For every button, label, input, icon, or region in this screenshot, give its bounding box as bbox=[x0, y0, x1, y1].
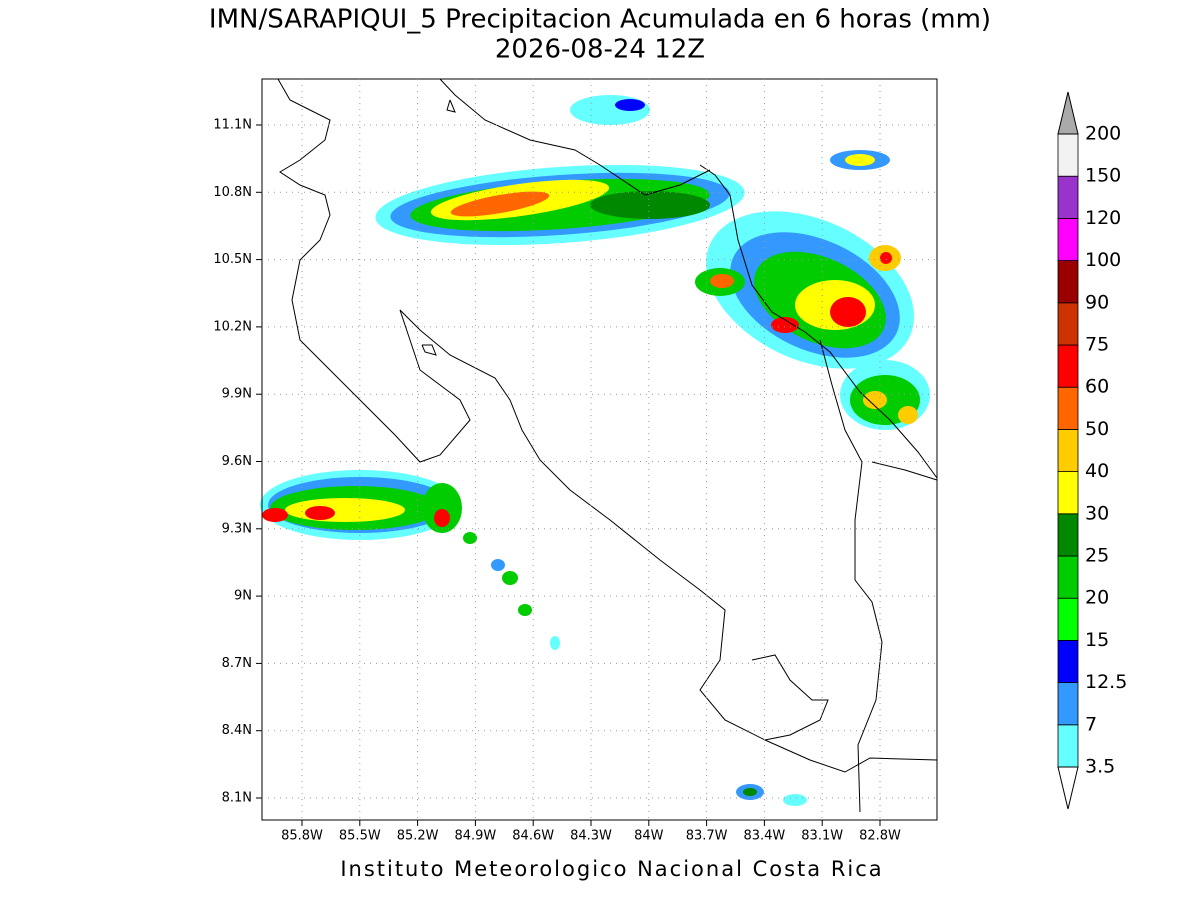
lat-tick-label: 8.4N bbox=[222, 723, 252, 738]
colorbar-band bbox=[1057, 597, 1079, 641]
colorbar-band bbox=[1057, 513, 1079, 557]
lon-tick-label: 83.4W bbox=[743, 829, 785, 844]
colorbar-band bbox=[1057, 217, 1079, 261]
lat-tick-label: 10.2N bbox=[213, 319, 252, 334]
colorbar-band bbox=[1057, 555, 1079, 599]
colorbar-band bbox=[1057, 260, 1079, 304]
lon-tick-label: 85.8W bbox=[281, 829, 323, 844]
colorbar-band bbox=[1057, 302, 1079, 346]
colorbar-band bbox=[1057, 428, 1079, 472]
lat-tick-label: 8.1N bbox=[222, 791, 252, 806]
colorbar-label: 75 bbox=[1085, 334, 1109, 356]
colorbar-band bbox=[1057, 175, 1079, 219]
colorbar-label: 50 bbox=[1085, 418, 1109, 440]
lon-tick-label: 84W bbox=[634, 829, 664, 844]
colorbar-band bbox=[1057, 724, 1079, 768]
lat-tick-label: 9.9N bbox=[222, 387, 252, 402]
title: IMN/SARAPIQUI_5 Precipitacion Acumulada … bbox=[209, 5, 991, 35]
colorbar-under bbox=[1057, 766, 1079, 810]
lon-tick-label: 83.1W bbox=[801, 829, 843, 844]
colorbar-label: 120 bbox=[1085, 207, 1121, 229]
lat-tick-label: 9.3N bbox=[222, 521, 252, 536]
colorbar-label: 100 bbox=[1085, 249, 1121, 271]
lat-tick-label: 9N bbox=[234, 589, 252, 604]
colorbar-label: 40 bbox=[1085, 460, 1109, 482]
lat-tick-label: 8.7N bbox=[222, 656, 252, 671]
lat-tick-label: 11.1N bbox=[213, 118, 252, 133]
lon-tick-label: 85.2W bbox=[397, 829, 439, 844]
colorbar-label: 90 bbox=[1085, 291, 1109, 313]
lon-tick-label: 83.7W bbox=[686, 829, 728, 844]
lon-tick-label: 84.3W bbox=[570, 829, 612, 844]
colorbar-label: 30 bbox=[1085, 502, 1109, 524]
footer: Instituto Meteorologico Nacional Costa R… bbox=[340, 857, 883, 881]
colorbar-label: 150 bbox=[1085, 165, 1121, 187]
map-frame bbox=[261, 78, 938, 821]
colorbar-label: 12.5 bbox=[1085, 671, 1127, 693]
lat-tick-label: 10.5N bbox=[213, 252, 252, 267]
colorbar-label: 200 bbox=[1085, 123, 1121, 145]
colorbar-over bbox=[1057, 91, 1079, 135]
colorbar-band bbox=[1057, 471, 1079, 515]
coastlines bbox=[277, 78, 938, 813]
colorbar-label: 25 bbox=[1085, 545, 1109, 567]
colorbar-band bbox=[1057, 682, 1079, 726]
colorbar-band bbox=[1057, 640, 1079, 684]
subtitle: 2026-08-24 12Z bbox=[495, 35, 705, 65]
colorbar-label: 15 bbox=[1085, 629, 1109, 651]
lat-tick-label: 10.8N bbox=[213, 185, 252, 200]
lat-tick-label: 9.6N bbox=[222, 454, 252, 469]
lon-tick-label: 84.6W bbox=[512, 829, 554, 844]
lon-tick-label: 84.9W bbox=[454, 829, 496, 844]
precipitation-field bbox=[260, 95, 930, 806]
lon-tick-label: 85.5W bbox=[339, 829, 381, 844]
colorbar-band bbox=[1057, 344, 1079, 388]
lon-tick-label: 82.8W bbox=[859, 829, 901, 844]
colorbar-label: 60 bbox=[1085, 376, 1109, 398]
colorbar-band bbox=[1057, 386, 1079, 430]
colorbar-label: 3.5 bbox=[1085, 756, 1115, 778]
colorbar-band bbox=[1057, 133, 1079, 177]
colorbar-label: 20 bbox=[1085, 587, 1109, 609]
colorbar-label: 7 bbox=[1085, 713, 1097, 735]
